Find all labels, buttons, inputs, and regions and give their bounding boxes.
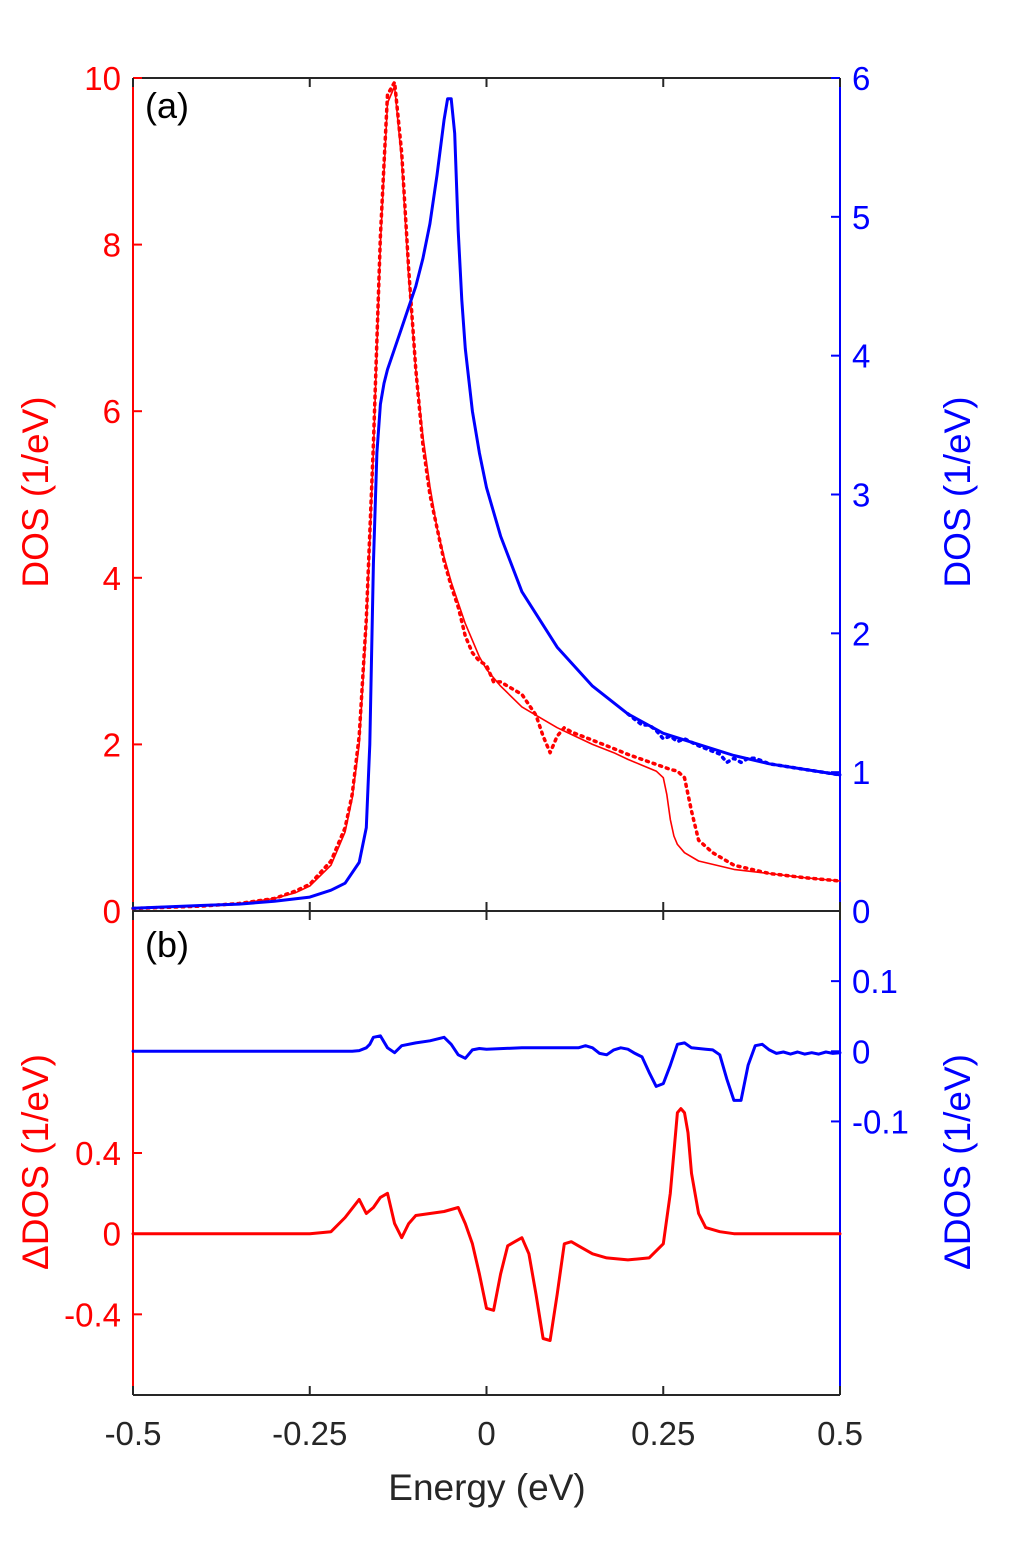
a-right-tick-label: 3 xyxy=(852,477,870,514)
panel-a-left-ticks: 0 2 4 6 8 10 xyxy=(84,60,142,930)
panel-a-lines xyxy=(131,80,842,911)
panel-b-right-ticks: -0.1 0 0.1 xyxy=(831,963,909,1140)
a-left-tick-label: 2 xyxy=(103,726,121,763)
a-right-tick-label: 4 xyxy=(852,338,870,375)
panel-b: -0.4 0 0.4 -0.1 0 0.1 -0.5 -0.25 0 0.25 0.5 (b) xyxy=(64,910,909,1452)
a-right-tick-label: 1 xyxy=(852,754,870,791)
x-tick-label: -0.25 xyxy=(272,1415,347,1452)
panel-b-left-ylabel: ΔDOS (1/eV) xyxy=(15,1054,56,1270)
a-right-tick-label: 2 xyxy=(852,615,870,652)
a-right-tick-label: 5 xyxy=(852,199,870,236)
b-right-tick-label: -0.1 xyxy=(852,1103,909,1140)
a-left-tick-label: 8 xyxy=(103,227,121,264)
a-left-tick-label: 0 xyxy=(103,893,121,930)
b-right-tick-label: 0 xyxy=(852,1033,870,1070)
panel-a-label: (a) xyxy=(145,85,189,126)
series-line xyxy=(131,97,842,910)
x-tick-label: 0 xyxy=(477,1415,495,1452)
panel-b-x-ticks: -0.5 -0.25 0 0.25 0.5 xyxy=(105,911,863,1452)
a-right-tick-label: 0 xyxy=(852,893,870,930)
panel-a-right-ylabel: DOS (1/eV) xyxy=(937,396,978,587)
panel-b-left-ticks: -0.4 0 0.4 xyxy=(64,1135,142,1333)
a-right-tick-label: 6 xyxy=(852,60,870,97)
x-tick-label: 0.5 xyxy=(817,1415,863,1452)
x-tick-label: 0.25 xyxy=(631,1415,695,1452)
panel-b-right-ylabel: ΔDOS (1/eV) xyxy=(937,1054,978,1270)
series-line xyxy=(131,80,842,911)
series-line xyxy=(131,1107,842,1342)
panel-a-right-ticks: 0 1 2 3 4 5 6 xyxy=(831,60,870,930)
a-left-tick-label: 6 xyxy=(103,393,121,430)
panel-a-left-ylabel: DOS (1/eV) xyxy=(15,396,56,587)
panel-a: 0 2 4 6 8 10 0 1 2 3 4 5 6 (a) xyxy=(84,60,870,930)
x-tick-label: -0.5 xyxy=(105,1415,162,1452)
b-left-tick-label: 0.4 xyxy=(75,1135,121,1172)
a-left-tick-label: 4 xyxy=(103,560,121,597)
x-axis-label: Energy (eV) xyxy=(388,1467,585,1508)
b-right-tick-label: 0.1 xyxy=(852,963,898,1000)
b-left-tick-label: 0 xyxy=(103,1216,121,1253)
panel-a-x-ticks xyxy=(132,78,841,911)
a-left-tick-label: 10 xyxy=(84,60,121,97)
panel-b-lines xyxy=(131,1034,842,1342)
panel-b-label: (b) xyxy=(145,924,189,965)
series-line xyxy=(626,712,842,777)
b-left-tick-label: -0.4 xyxy=(64,1296,121,1333)
series-line xyxy=(132,85,841,910)
series-line xyxy=(131,1034,842,1102)
